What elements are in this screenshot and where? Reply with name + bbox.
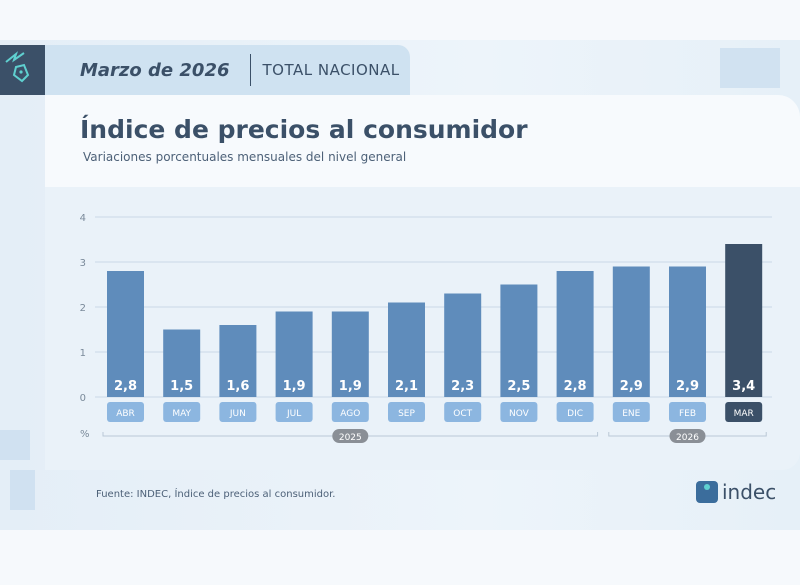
data-label: 2,8 <box>564 379 587 394</box>
bar <box>669 266 706 397</box>
data-label: 1,6 <box>226 379 249 394</box>
bar <box>388 302 425 397</box>
header-bar: Marzo de 2026 TOTAL NACIONAL <box>45 45 410 95</box>
bar <box>107 271 144 397</box>
bar <box>500 284 538 397</box>
category-badge <box>725 402 763 422</box>
x-tick-label: ENE <box>622 409 640 419</box>
y-tick-label: 2 <box>80 303 86 314</box>
data-label: 2,3 <box>451 379 474 394</box>
data-label: 3,4 <box>732 379 755 394</box>
category-badge <box>219 402 257 422</box>
x-tick-label: ABR <box>116 409 135 419</box>
y-axis-unit: % <box>80 429 90 440</box>
divider <box>249 54 251 86</box>
bar <box>556 271 594 397</box>
decor-pixel <box>720 48 780 88</box>
data-label: 2,8 <box>114 379 137 394</box>
page-subtitle: Variaciones porcentuales mensuales del n… <box>83 150 407 164</box>
data-label: 2,9 <box>620 379 643 394</box>
bar <box>612 266 650 397</box>
data-label: 2,5 <box>507 379 530 394</box>
bar <box>725 244 763 397</box>
data-label: 2,9 <box>676 379 699 394</box>
indec-logo: indec <box>696 480 776 504</box>
x-tick-label: MAY <box>172 409 191 419</box>
category-badge <box>275 402 313 422</box>
y-tick-label: 1 <box>80 348 86 359</box>
decor-pixel <box>0 430 30 460</box>
category-badge <box>444 402 482 422</box>
scope-label: TOTAL NACIONAL <box>262 61 400 79</box>
x-tick-label: JUL <box>286 409 301 419</box>
decor-pixel <box>10 470 35 510</box>
logo-text: indec <box>722 480 777 504</box>
bar <box>219 325 257 397</box>
bar <box>331 311 369 397</box>
price-tag-icon <box>0 45 45 95</box>
category-badge <box>388 402 425 422</box>
group-label: 2025 <box>339 433 362 443</box>
bar <box>163 329 201 397</box>
x-tick-label: DIC <box>567 409 583 419</box>
category-badge <box>107 402 144 422</box>
x-tick-label: AGO <box>340 409 360 419</box>
category-badge <box>500 402 538 422</box>
title-panel: Índice de precios al consumidor Variacio… <box>45 95 800 187</box>
group-badge <box>669 429 706 443</box>
page-title: Índice de precios al consumidor <box>80 115 528 144</box>
logo-icon <box>696 481 718 503</box>
x-tick-label: FEB <box>679 409 696 419</box>
period-label: Marzo de 2026 <box>80 59 230 81</box>
group-badge <box>332 429 369 443</box>
x-tick-label: SEP <box>398 409 415 419</box>
category-badge <box>556 402 594 422</box>
x-tick-label: MAR <box>734 409 754 419</box>
category-badge <box>612 402 650 422</box>
bar <box>275 311 313 397</box>
y-tick-label: 3 <box>80 258 86 269</box>
category-badge <box>331 402 369 422</box>
x-tick-label: NOV <box>509 409 530 419</box>
y-tick-label: 0 <box>80 393 86 404</box>
bar <box>444 293 482 397</box>
data-label: 1,5 <box>170 379 193 394</box>
data-label: 1,9 <box>339 379 362 394</box>
data-label: 1,9 <box>283 379 306 394</box>
x-tick-label: JUN <box>229 409 246 419</box>
category-badge <box>669 402 706 422</box>
source-note: Fuente: INDEC, Índice de precios al cons… <box>96 489 336 500</box>
x-tick-label: OCT <box>453 409 472 419</box>
data-label: 2,1 <box>395 379 418 394</box>
y-tick-label: 4 <box>80 213 86 224</box>
group-label: 2026 <box>676 433 699 443</box>
category-badge <box>163 402 201 422</box>
